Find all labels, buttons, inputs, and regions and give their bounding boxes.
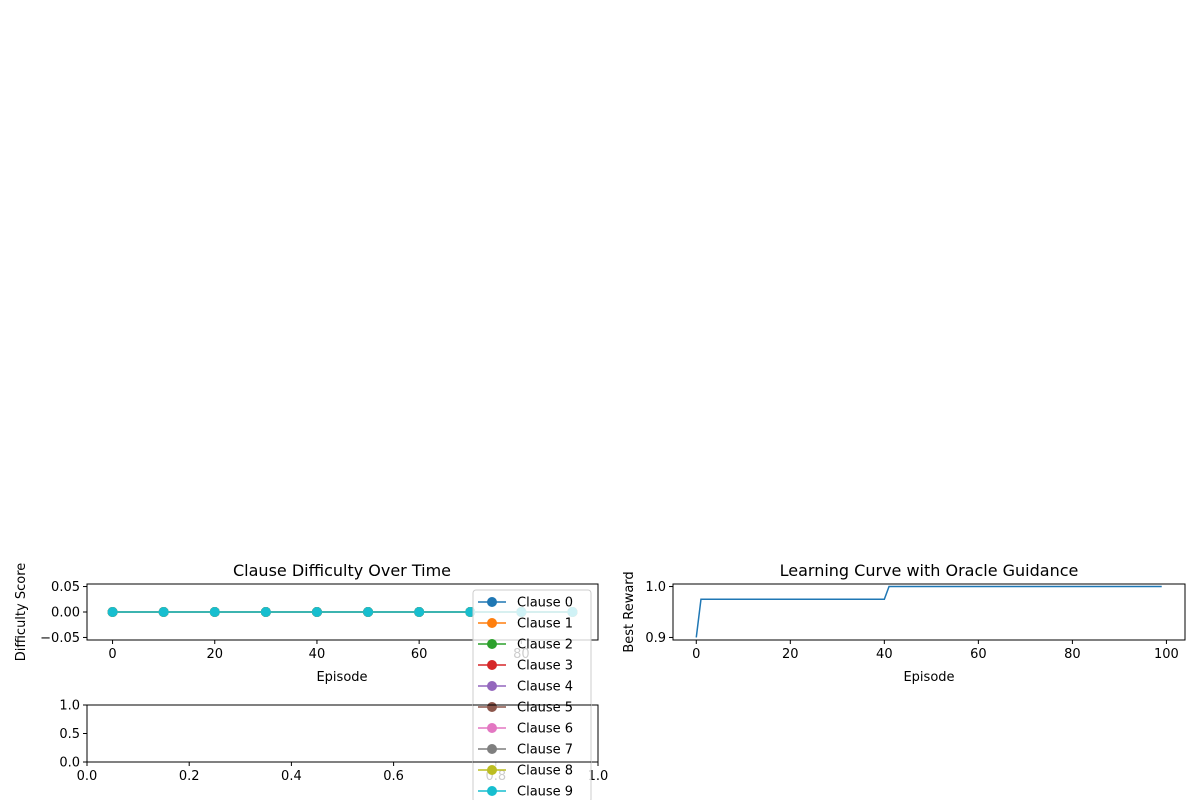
legend-label: Clause 1 [517, 617, 573, 632]
legend-label: Clause 4 [517, 680, 573, 695]
x-tick-label: 0.0 [77, 769, 98, 784]
difficulty-legend: Clause 0 Clause 1 Clause 2 Clause 3 Clause 4… [472, 589, 592, 800]
legend-marker [487, 765, 497, 775]
legend-entry: Clause 0 [478, 596, 573, 611]
x-tick-label: 100 [1154, 647, 1179, 662]
legend-label: Clause 0 [517, 596, 573, 611]
legend-label: Clause 5 [517, 701, 573, 716]
learning-chart-series [695, 585, 1162, 638]
legend-label: Clause 2 [517, 638, 573, 653]
legend-entry: Clause 6 [478, 722, 573, 737]
legend-entry: Clause 2 [478, 638, 573, 653]
y-tick-label: 0.05 [51, 580, 80, 595]
legend-entry: Clause 8 [478, 764, 573, 779]
data-point [363, 607, 374, 617]
difficulty-chart-ylabel: Difficulty Score [14, 563, 29, 662]
x-tick-label: 20 [782, 647, 799, 662]
legend-marker [487, 681, 497, 691]
data-point [158, 607, 169, 617]
empty-chart-frame [86, 704, 599, 763]
data-point [107, 607, 118, 617]
learning-chart-title: Learning Curve with Oracle Guidance [780, 561, 1079, 580]
legend-marker [487, 723, 497, 733]
data-point [209, 607, 220, 617]
learning-chart-frame [672, 583, 1186, 641]
legend-marker [487, 786, 497, 796]
x-tick-label: 0 [692, 647, 700, 662]
legend-entry: Clause 3 [478, 659, 573, 674]
legend-label: Clause 7 [517, 743, 573, 758]
difficulty-chart-title: Clause Difficulty Over Time [233, 561, 451, 580]
x-tick-label: 0.6 [383, 769, 404, 784]
x-tick-label: 0.2 [179, 769, 200, 784]
reward-line [695, 585, 1162, 638]
difficulty-chart-frame [86, 583, 599, 641]
x-tick-label: 0 [108, 647, 116, 662]
y-tick-label: −0.05 [40, 631, 80, 646]
data-point [260, 607, 271, 617]
legend-label: Clause 9 [517, 785, 573, 800]
x-tick-label: 60 [411, 647, 428, 662]
y-tick-label: 1.0 [59, 699, 80, 714]
x-tick-label: 40 [309, 647, 326, 662]
legend-marker [487, 639, 497, 649]
data-point [311, 607, 322, 617]
legend-marker [487, 702, 497, 712]
data-point [414, 607, 425, 617]
legend-marker [487, 618, 497, 628]
difficulty-chart-ticks: 0204060800.050.00−0.05 [40, 580, 529, 662]
y-tick-label: 0.00 [51, 606, 80, 621]
learning-chart-xlabel: Episode [903, 670, 954, 685]
legend-box [472, 589, 592, 800]
y-tick-label: 0.5 [59, 727, 80, 742]
y-tick-label: 1.0 [645, 580, 666, 595]
x-tick-label: 1.0 [588, 769, 609, 784]
y-tick-label: 0.9 [645, 631, 666, 646]
legend-entry: Clause 4 [478, 680, 573, 695]
x-tick-label: 20 [206, 647, 223, 662]
legend-marker [487, 744, 497, 754]
legend-entry: Clause 9 [478, 785, 573, 800]
learning-chart-ticks: 0 20 40 60 80 100 1.0 0.9 [645, 580, 1179, 662]
x-tick-label: 40 [876, 647, 893, 662]
difficulty-chart-xlabel: Episode [316, 670, 367, 685]
y-tick-label: 0.0 [59, 756, 80, 771]
legend-marker [487, 660, 497, 670]
learning-chart-ylabel: Best Reward [622, 571, 637, 652]
legend-entry: Clause 1 [478, 617, 573, 632]
x-tick-label: 80 [1064, 647, 1081, 662]
legend-label: Clause 3 [517, 659, 573, 674]
legend-label: Clause 6 [517, 722, 573, 737]
legend-entry: Clause 7 [478, 743, 573, 758]
learning-chart: Learning Curve with Oracle Guidance Best… [622, 561, 1186, 685]
legend-entries: Clause 0 Clause 1 Clause 2 Clause 3 Clause 4… [478, 596, 573, 800]
x-tick-label: 0.4 [281, 769, 302, 784]
x-tick-label: 60 [970, 647, 987, 662]
legend-marker [487, 597, 497, 607]
legend-label: Clause 8 [517, 764, 573, 779]
